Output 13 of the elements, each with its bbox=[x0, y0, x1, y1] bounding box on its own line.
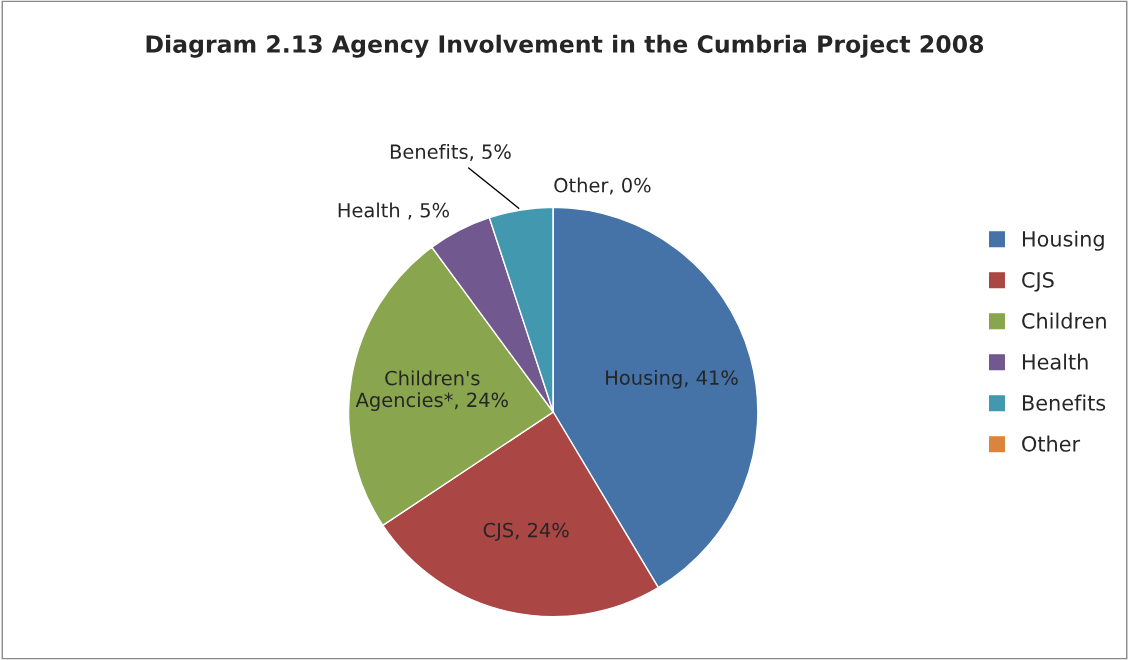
legend-label: Other bbox=[1022, 435, 1081, 452]
data-label: Health , 5% bbox=[338, 202, 449, 220]
text: Other, 0% bbox=[554, 177, 651, 195]
data-label: Children's Agencies*, 24% bbox=[355, 370, 508, 411]
data-label: CJS, 24% bbox=[483, 522, 569, 542]
legend-label: Benefits bbox=[1022, 394, 1106, 411]
legend-label: Health bbox=[1022, 353, 1088, 370]
legend-label: CJS bbox=[1022, 271, 1054, 292]
legend-label: Children bbox=[1022, 312, 1106, 329]
data-label: Housing, 41% bbox=[606, 369, 738, 389]
chart-title: Diagram 2.13 Agency Involvement in the Cumbria Project 2008 bbox=[146, 34, 984, 58]
data-label: Benefits, 5% bbox=[390, 143, 511, 161]
legend-label: Housing bbox=[1022, 230, 1104, 251]
